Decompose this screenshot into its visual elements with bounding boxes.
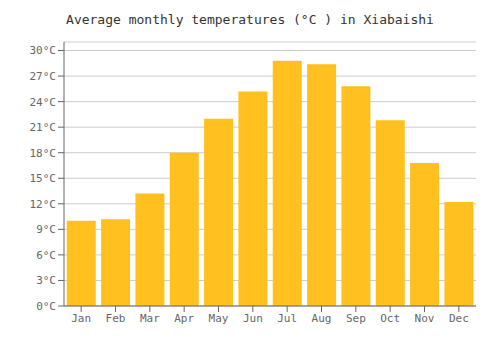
svg-text:27°C: 27°C — [30, 70, 57, 83]
svg-text:Apr: Apr — [174, 312, 194, 325]
svg-text:6°C: 6°C — [36, 249, 56, 262]
html-text:Average monthly temperatures (: Average monthly temperatures (°C ) in Xi… — [66, 12, 434, 27]
svg-text:May: May — [209, 312, 229, 325]
svg-text:Dec: Dec — [449, 312, 469, 325]
svg-text:Sep: Sep — [346, 312, 366, 325]
svg-text:Feb: Feb — [106, 312, 126, 325]
svg-text:Jan: Jan — [71, 312, 91, 325]
svg-text:30°C: 30°C — [30, 44, 57, 57]
svg-text:Jul: Jul — [277, 312, 297, 325]
svg-text:24°C: 24°C — [30, 96, 57, 109]
svg-text:3°C: 3°C — [36, 274, 56, 287]
svg-text:Aug: Aug — [312, 312, 332, 325]
svg-text:18°C: 18°C — [30, 147, 57, 160]
svg-text:Oct: Oct — [380, 312, 400, 325]
svg-text:Jun: Jun — [243, 312, 263, 325]
svg-text:15°C: 15°C — [30, 172, 57, 185]
svg-text:Mar: Mar — [140, 312, 160, 325]
svg-text:12°C: 12°C — [30, 198, 57, 211]
svg-text:Nov: Nov — [415, 312, 435, 325]
svg-text:21°C: 21°C — [30, 121, 57, 134]
svg-text:9°C: 9°C — [36, 223, 56, 236]
svg-text:0°C: 0°C — [36, 300, 56, 313]
